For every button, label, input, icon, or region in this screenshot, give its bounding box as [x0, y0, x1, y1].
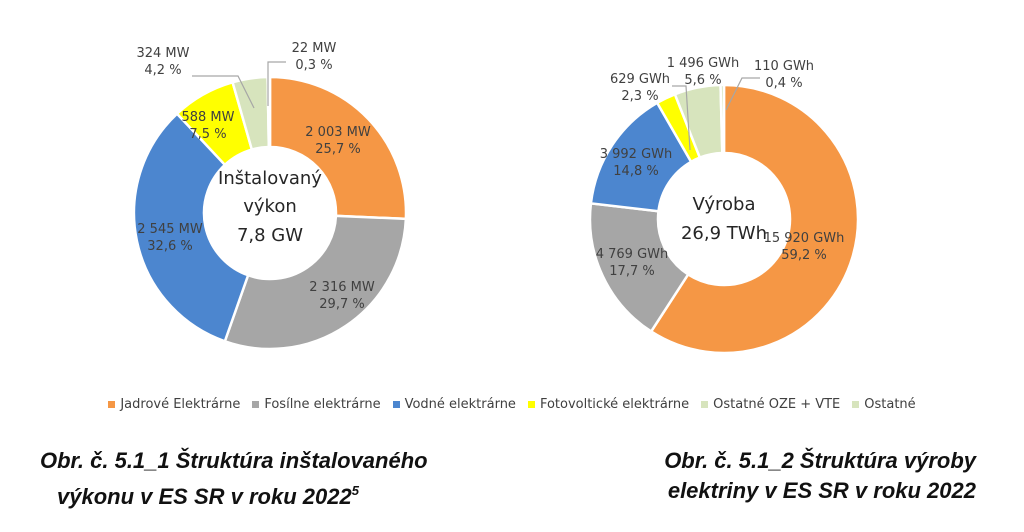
value-label-fosilne-elektrarne: 2 316 MW [309, 280, 375, 295]
legend-label: Fosílne elektrárne [264, 396, 381, 412]
caption-left-line1: Obr. č. 5.1_1 Štruktúra inštalovaného [40, 448, 428, 473]
footnote-marker: 5 [351, 483, 359, 498]
slice-fosilne-elektrarne [223, 214, 408, 351]
value-label-fotovolticke-elektrarne: 588 MW [181, 110, 234, 125]
percent-label-fosilne-elektrarne: 17,7 % [609, 264, 654, 279]
leader-line-ostatne [267, 61, 286, 106]
center-label: Inštalovaný [218, 168, 322, 189]
caption-installed-capacity: Obr. č. 5.1_1 Štruktúra inštalovaného vý… [40, 446, 428, 512]
value-label-ostatne-oze-plus-vte: 324 MW [136, 46, 189, 61]
donut-electricity-production: 15 920 GWh 59,2 % 4 769 GWh 17,7 % 3 992 GWh… [588, 56, 860, 355]
center-label: výkon [243, 196, 297, 217]
legend-item-ostatne: Ostatné [852, 396, 916, 412]
percent-label-ostatne: 0,3 % [295, 58, 332, 73]
percent-label-ostatne-oze-plus-vte: 4,2 % [144, 63, 181, 78]
legend-swatch [108, 400, 116, 408]
percent-label-jadrove-elektrarne: 59,2 % [781, 248, 826, 263]
center-label: 7,8 GW [237, 225, 303, 246]
legend-swatch [392, 400, 400, 408]
legend-item-vodne-elektrarne: Vodné elektrárne [392, 396, 516, 412]
donut-charts: 2 003 MW 25,7 % 2 316 MW 29,7 % 2 545 MW 32,6… [132, 41, 860, 355]
caption-right-line2: elektriny v ES SR v roku 2022 [667, 478, 976, 503]
percent-label-vodne-elektrarne: 14,8 % [613, 164, 658, 179]
legend-swatch [852, 400, 860, 408]
value-label-vodne-elektrarne: 2 545 MW [137, 222, 203, 237]
leader-line-fotovolticke-elektrarne [672, 85, 691, 151]
caption-left-line2: výkonu v ES SR v roku 2022 [57, 484, 352, 509]
percent-label-ostatne: 0,4 % [765, 76, 802, 91]
legend-item-jadrove-elektrarne: Jadrové Elektrárne [108, 397, 240, 412]
value-label-ostatne: 110 GWh [754, 59, 814, 74]
donut-installed-capacity: 2 003 MW 25,7 % 2 316 MW 29,7 % 2 545 MW 32,6… [132, 41, 408, 351]
value-label-vodne-elektrarne: 3 992 GWh [600, 147, 673, 162]
legend-swatch [701, 400, 709, 408]
legend-label: Ostatné OZE + VTE [713, 396, 841, 412]
legend-item-fotovolticke-elektrarne: Fotovoltické elektrárne [527, 396, 690, 412]
slice-fosilne-elektrarne [588, 201, 690, 334]
percent-label-ostatne-oze-plus-vte: 5,6 % [684, 73, 721, 88]
leader-line-ostatne [725, 77, 760, 111]
legend-label: Fotovoltické elektrárne [539, 396, 690, 412]
value-label-jadrove-elektrarne: 2 003 MW [305, 125, 371, 140]
percent-label-fosilne-elektrarne: 29,7 % [319, 297, 364, 312]
percent-label-fotovolticke-elektrarne: 7,5 % [189, 127, 226, 142]
caption-electricity-production: Obr. č. 5.1_2 Štruktúra výroby elektriny… [560, 446, 976, 506]
legend-label: Jadrové Elektrárne [120, 396, 241, 412]
caption-right-line1: Obr. č. 5.1_2 Štruktúra výroby [664, 448, 976, 473]
value-label-jadrove-elektrarne: 15 920 GWh [764, 231, 845, 246]
center-label: Výroba [693, 194, 756, 215]
legend-item-ostatne-oze-plus-vte: Ostatné OZE + VTE [701, 397, 840, 412]
slice-jadrove-elektrarne [268, 75, 408, 221]
percent-label-vodne-elektrarne: 32,6 % [147, 239, 192, 254]
slice-vodne-elektrarne [132, 111, 250, 343]
value-label-ostatne-oze-plus-vte: 1 496 GWh [667, 56, 740, 71]
caption-left-line2-wrap: výkonu v ES SR v roku 20225 [57, 476, 428, 512]
legend: Jadrové Elektrárne Fosílne elektrárne Vodn… [0, 392, 1024, 416]
slice-ostatne [719, 83, 726, 155]
center-label: 26,9 TWh [681, 223, 767, 244]
legend-item-fosilne-elektrarne: Fosílne elektrárne [252, 396, 381, 412]
value-label-fosilne-elektrarne: 4 769 GWh [596, 247, 669, 262]
slice-jadrove-elektrarne [649, 83, 860, 355]
legend-swatch [252, 400, 260, 408]
legend-swatch [527, 400, 535, 408]
value-label-ostatne: 22 MW [292, 41, 337, 56]
value-label-fotovolticke-elektrarne: 629 GWh [610, 72, 670, 87]
legend-label: Vodné elektrárne [404, 396, 516, 412]
legend-label: Ostatné [864, 396, 916, 412]
percent-label-jadrove-elektrarne: 25,7 % [315, 142, 360, 157]
percent-label-fotovolticke-elektrarne: 2,3 % [621, 89, 658, 104]
leader-line-ostatne-oze-plus-vte [192, 75, 255, 109]
